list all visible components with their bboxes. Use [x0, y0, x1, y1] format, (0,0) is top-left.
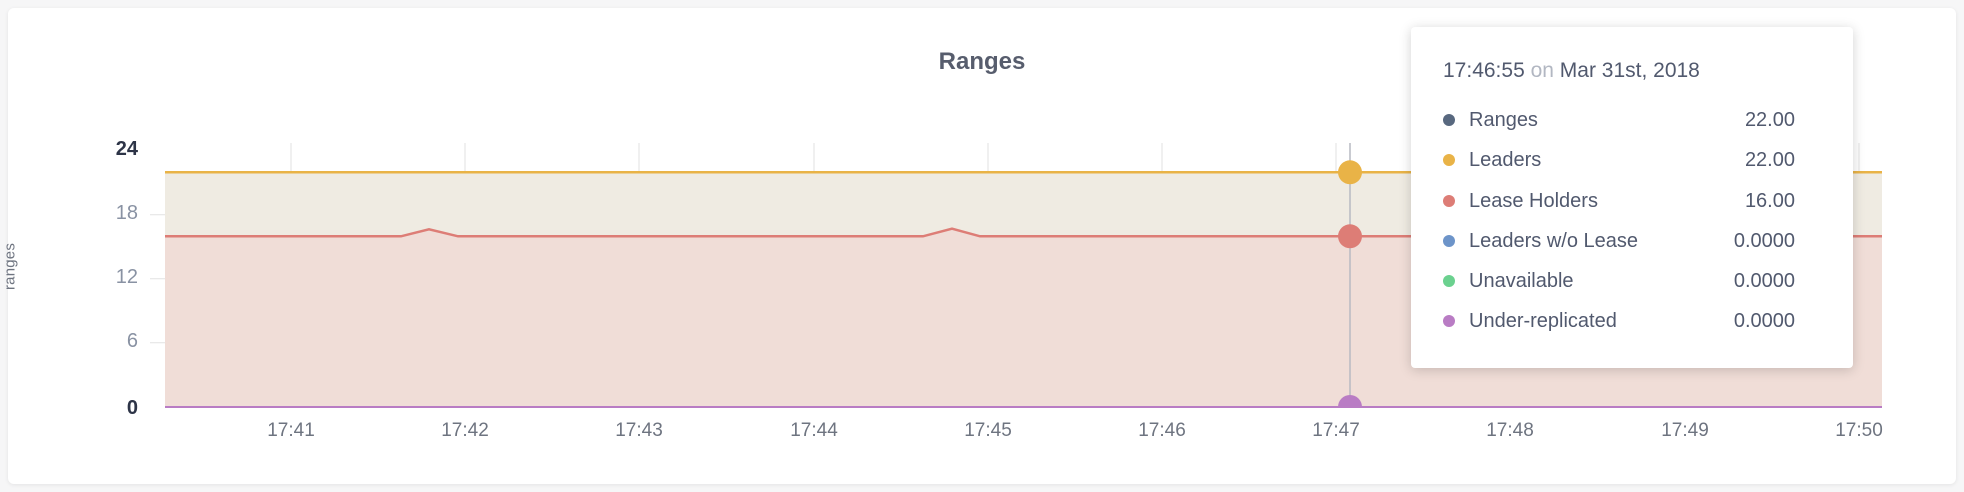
svg-text:18: 18 — [116, 202, 138, 224]
svg-text:17:41: 17:41 — [267, 420, 315, 441]
svg-text:17:50: 17:50 — [1835, 420, 1883, 441]
svg-text:17:45: 17:45 — [964, 420, 1012, 441]
svg-text:17:43: 17:43 — [615, 420, 663, 441]
svg-text:12: 12 — [116, 266, 138, 288]
svg-text:0: 0 — [127, 397, 138, 419]
svg-text:6: 6 — [127, 330, 138, 352]
svg-text:17:42: 17:42 — [441, 420, 489, 441]
svg-text:17:49: 17:49 — [1661, 420, 1709, 441]
svg-text:17:47: 17:47 — [1312, 420, 1360, 441]
svg-text:17:48: 17:48 — [1486, 420, 1534, 441]
svg-text:17:44: 17:44 — [790, 420, 838, 441]
svg-text:24: 24 — [116, 138, 139, 160]
svg-text:17:46: 17:46 — [1138, 420, 1186, 441]
